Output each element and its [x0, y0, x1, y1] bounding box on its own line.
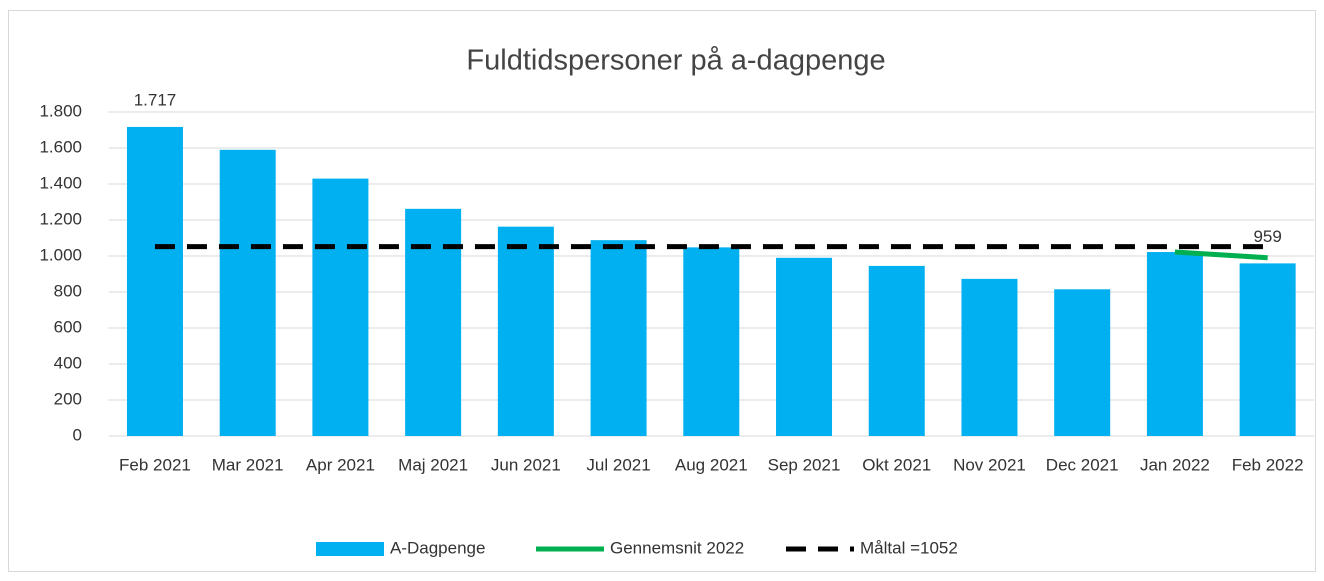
x-tick-label: Jul 2021 — [586, 455, 650, 474]
x-tick-label: Okt 2021 — [862, 455, 931, 474]
y-tick-label: 1.600 — [39, 137, 82, 156]
bar — [405, 208, 462, 436]
x-tick-label: Maj 2021 — [398, 455, 468, 474]
bar — [1054, 289, 1111, 436]
legend-label: A-Dagpenge — [390, 538, 485, 557]
y-tick-label: 0 — [73, 425, 82, 444]
average-line — [1174, 249, 1268, 261]
bar — [961, 278, 1018, 436]
x-tick-label: Jun 2021 — [491, 455, 561, 474]
bar — [776, 257, 833, 436]
bar — [1146, 252, 1203, 436]
x-tick-label: Mar 2021 — [212, 455, 284, 474]
x-tick-label: Aug 2021 — [675, 455, 748, 474]
x-tick-label: Apr 2021 — [306, 455, 375, 474]
x-tick-label: Feb 2021 — [119, 455, 191, 474]
chart-border — [8, 10, 1316, 572]
data-label: 959 — [1253, 227, 1281, 246]
y-tick-label: 1.000 — [39, 245, 82, 264]
bar — [126, 126, 183, 436]
data-label: 1.717 — [134, 90, 177, 109]
x-tick-label: Jan 2022 — [1140, 455, 1210, 474]
bar — [497, 226, 554, 436]
x-tick-label: Dec 2021 — [1046, 455, 1119, 474]
y-tick-label: 800 — [54, 281, 82, 300]
y-tick-label: 1.400 — [39, 173, 82, 192]
y-tick-label: 200 — [54, 389, 82, 408]
bar — [219, 149, 276, 437]
y-tick-label: 1.800 — [39, 101, 82, 120]
legend-label: Måltal =1052 — [860, 538, 958, 557]
x-tick-label: Feb 2022 — [1232, 455, 1304, 474]
legend-label: Gennemsnit 2022 — [610, 538, 744, 557]
x-tick-label: Nov 2021 — [953, 455, 1026, 474]
y-tick-label: 1.200 — [39, 209, 82, 228]
legend-swatch — [316, 542, 384, 556]
x-tick-label: Sep 2021 — [768, 455, 841, 474]
bar — [868, 265, 925, 436]
bar — [590, 240, 647, 436]
bar — [1239, 263, 1296, 436]
chart-title: Fuldtidspersoner på a-dagpenge — [466, 45, 885, 77]
y-tick-label: 400 — [54, 353, 82, 372]
bar — [683, 247, 740, 436]
y-tick-label: 600 — [54, 317, 82, 336]
bar — [312, 178, 369, 436]
